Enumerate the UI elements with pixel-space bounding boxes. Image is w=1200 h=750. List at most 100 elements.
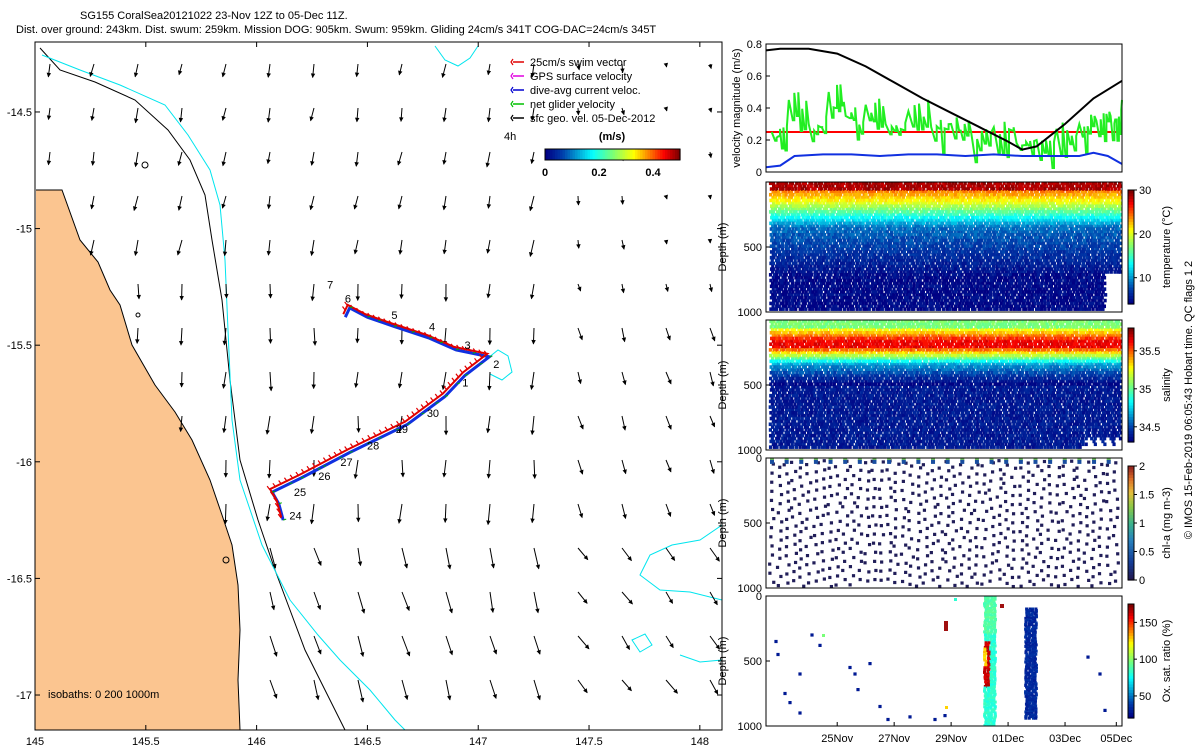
data-point xyxy=(884,198,888,203)
data-point xyxy=(946,298,950,303)
data-point xyxy=(942,273,946,277)
data-point xyxy=(925,198,929,203)
data-point xyxy=(919,267,923,271)
data-point xyxy=(1073,221,1077,226)
data-point xyxy=(770,235,774,240)
data-point xyxy=(1050,250,1054,254)
current-arrow-head xyxy=(312,341,318,346)
data-point xyxy=(948,221,952,226)
data-point xyxy=(1056,215,1060,220)
data-point xyxy=(845,275,849,280)
data-point xyxy=(943,224,947,228)
data-point xyxy=(813,190,817,194)
data-point xyxy=(910,301,914,306)
data-point xyxy=(924,275,928,280)
data-point xyxy=(1003,221,1007,226)
data-point xyxy=(890,278,894,283)
data-point xyxy=(1040,278,1045,283)
data-point xyxy=(1056,232,1060,237)
data-point xyxy=(834,275,839,280)
data-point xyxy=(899,192,903,197)
data-point xyxy=(812,195,816,200)
current-arrow-head xyxy=(666,335,671,341)
data-point xyxy=(818,201,822,206)
data-point xyxy=(905,264,909,269)
data-point xyxy=(925,307,929,311)
data-point xyxy=(1047,198,1051,203)
data-point xyxy=(800,287,804,291)
data-point xyxy=(1065,230,1069,234)
data-point xyxy=(1030,201,1034,206)
data-point xyxy=(1008,192,1013,197)
data-point xyxy=(964,187,968,191)
data-point xyxy=(952,253,957,257)
data-point xyxy=(796,212,800,217)
data-point xyxy=(771,253,775,257)
data-point xyxy=(883,250,888,254)
data-point xyxy=(1066,301,1070,306)
data-point xyxy=(949,270,953,274)
swim-vector xyxy=(341,306,346,311)
data-point xyxy=(960,284,964,289)
data-point xyxy=(1020,238,1025,243)
data-point xyxy=(959,190,963,194)
current-arrow-head xyxy=(179,295,184,301)
data-point xyxy=(1033,218,1037,223)
data-point xyxy=(954,267,958,271)
data-point xyxy=(997,241,1002,246)
data-point xyxy=(922,244,927,249)
data-point xyxy=(934,182,938,186)
data-point xyxy=(823,301,827,306)
net-velocity-tick xyxy=(395,428,399,431)
net-velocity-tick xyxy=(455,348,460,351)
data-point xyxy=(982,267,987,271)
data-point xyxy=(869,250,873,254)
data-point xyxy=(1027,241,1031,246)
data-point xyxy=(991,190,995,194)
data-point xyxy=(797,267,801,271)
data-point xyxy=(808,290,812,294)
data-point xyxy=(845,298,849,303)
data-point xyxy=(862,255,866,260)
data-point xyxy=(830,192,834,197)
data-point xyxy=(1070,258,1074,263)
data-point xyxy=(909,204,913,208)
data-point xyxy=(972,235,977,240)
data-point xyxy=(1048,304,1052,309)
current-arrow-head xyxy=(397,383,403,389)
data-point xyxy=(1011,295,1015,300)
net-velocity-tick xyxy=(377,319,382,322)
data-point xyxy=(934,212,938,217)
data-point xyxy=(961,261,965,266)
data-point xyxy=(834,201,839,206)
data-point xyxy=(833,261,837,266)
data-point xyxy=(861,227,865,231)
data-point xyxy=(838,230,842,234)
data-point xyxy=(959,195,963,200)
data-point xyxy=(811,278,815,283)
data-point xyxy=(1066,267,1070,271)
current-arrow-head xyxy=(669,643,674,649)
colorbar-cell xyxy=(655,149,659,160)
data-point xyxy=(899,182,903,186)
data-point xyxy=(1048,230,1052,234)
colorbar-cell xyxy=(610,149,614,160)
data-point xyxy=(864,238,868,243)
data-point xyxy=(887,290,891,294)
data-point xyxy=(957,278,961,283)
data-point xyxy=(775,264,779,269)
data-point xyxy=(918,187,922,191)
data-point xyxy=(1040,184,1044,188)
data-point xyxy=(909,287,913,291)
data-point xyxy=(972,298,976,303)
current-arrow-head xyxy=(356,428,361,433)
data-point xyxy=(998,304,1002,309)
data-point xyxy=(870,247,875,251)
data-point xyxy=(1025,301,1029,306)
current-arrow-head xyxy=(89,71,94,77)
data-point xyxy=(809,212,813,217)
data-point xyxy=(1014,273,1019,277)
data-point xyxy=(999,284,1003,289)
data-point xyxy=(850,195,854,200)
data-point xyxy=(939,301,943,306)
